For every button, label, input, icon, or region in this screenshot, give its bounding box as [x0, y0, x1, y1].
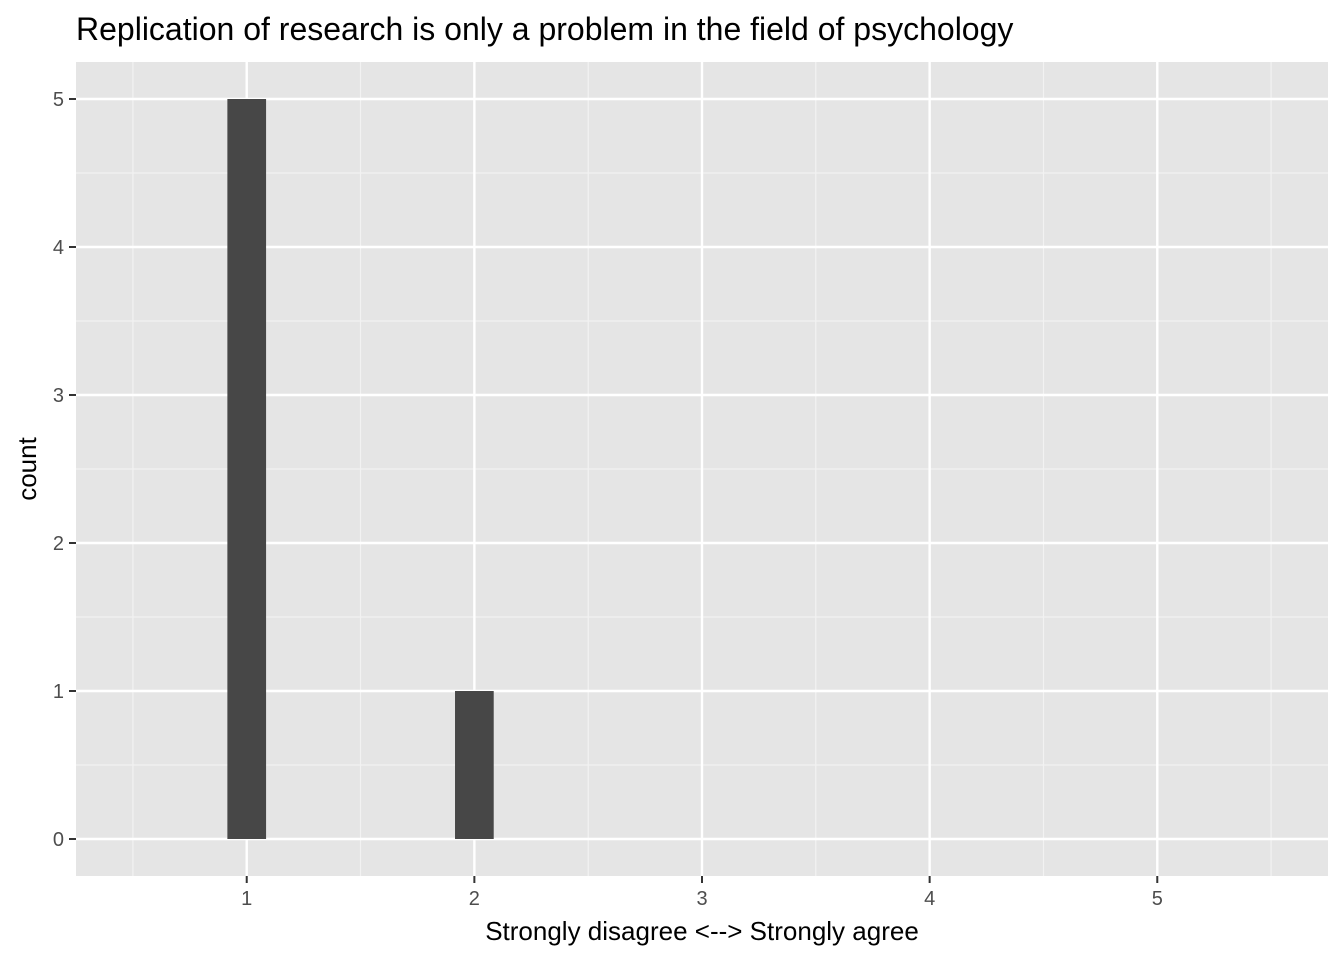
- bar: [455, 691, 494, 839]
- y-axis-title: count: [12, 436, 42, 500]
- y-tick-label: 4: [53, 237, 64, 259]
- major-gridlines: [76, 62, 1328, 876]
- y-tick-label: 5: [53, 89, 64, 111]
- x-tick-label: 4: [924, 888, 935, 910]
- chart-title: Replication of research is only a proble…: [76, 11, 1013, 47]
- x-tick-label: 1: [241, 888, 252, 910]
- y-tick-label: 3: [53, 385, 64, 407]
- x-axis-title: Strongly disagree <--> Strongly agree: [485, 916, 919, 946]
- y-tick-label: 1: [53, 681, 64, 703]
- y-axis: 0 1 2 3 4 5: [53, 89, 76, 851]
- bars: [227, 99, 494, 839]
- x-tick-label: 3: [696, 888, 707, 910]
- y-tick-label: 0: [53, 829, 64, 851]
- x-tick-label: 2: [469, 888, 480, 910]
- y-tick-label: 2: [53, 533, 64, 555]
- x-tick-label: 5: [1152, 888, 1163, 910]
- bar: [227, 99, 267, 839]
- x-axis: 1 2 3 4 5: [241, 876, 1163, 910]
